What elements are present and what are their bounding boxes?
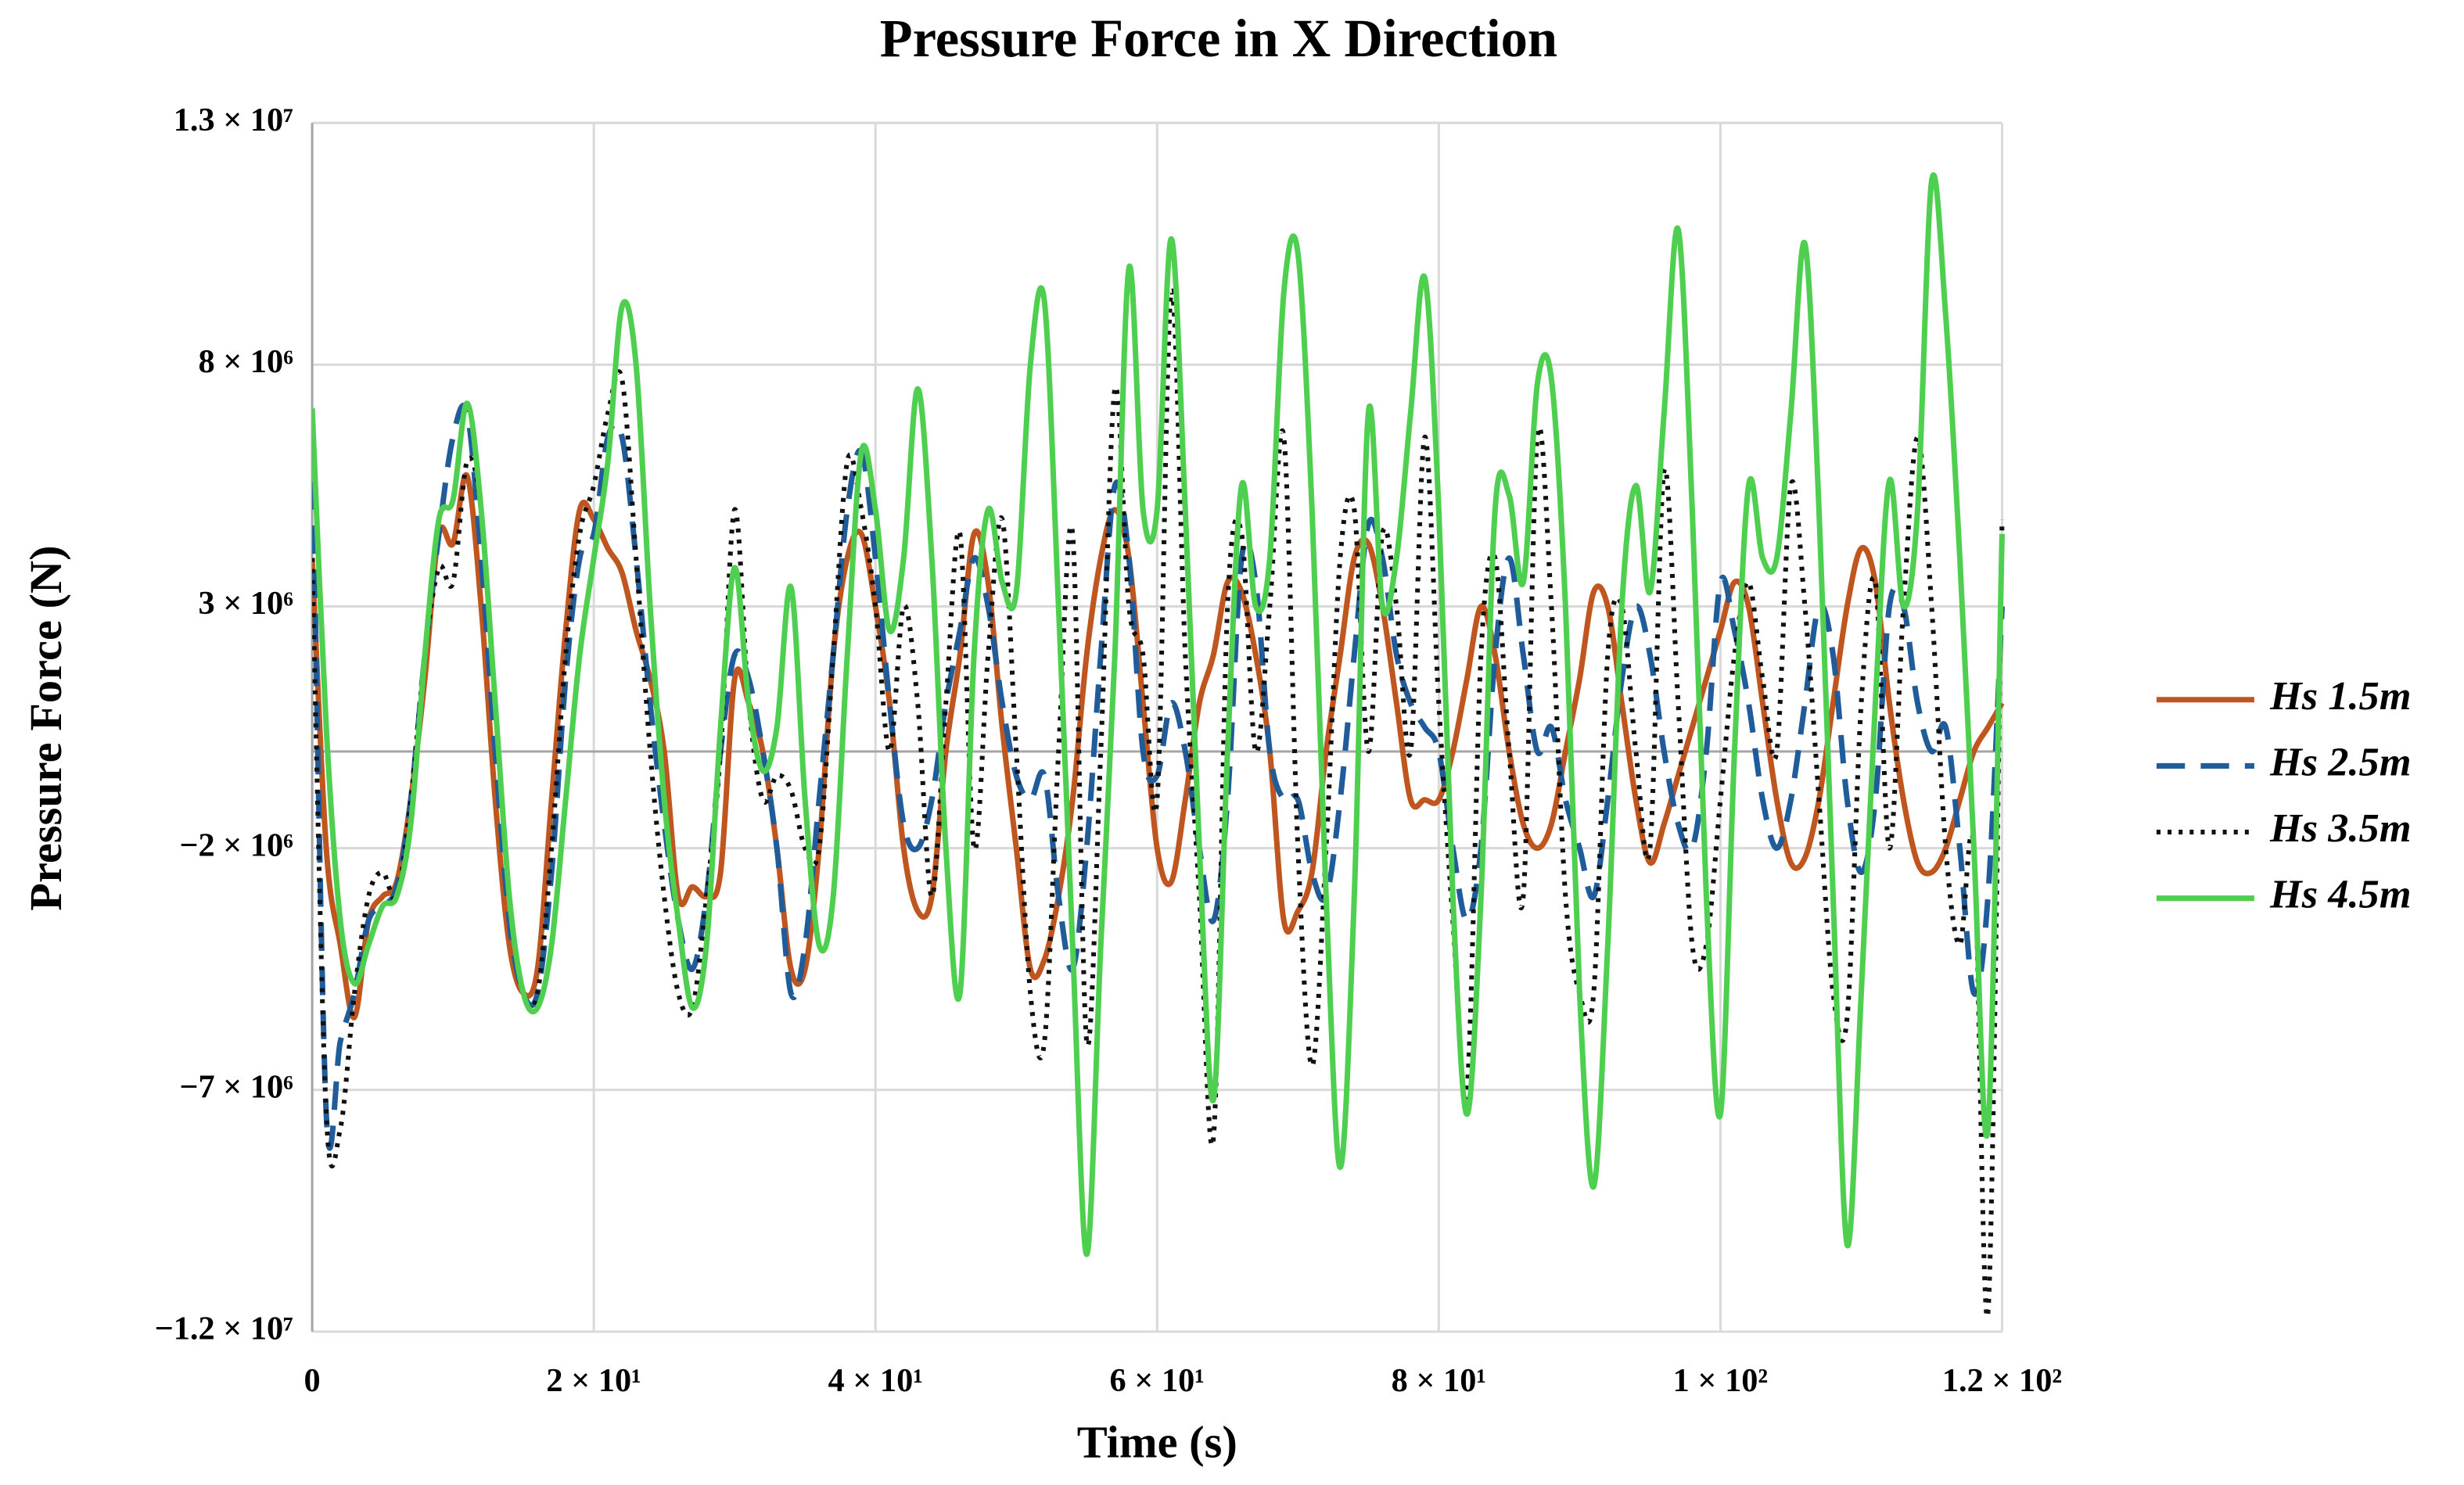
series-line <box>312 403 2005 1151</box>
y-tick-label: 8 × 10⁶ <box>198 343 293 380</box>
x-tick-label: 2 × 10¹ <box>546 1362 641 1399</box>
x-axis-label: Time (s) <box>1077 1416 1237 1467</box>
y-tick-label: 1.3 × 10⁷ <box>174 102 293 138</box>
y-axis-label: Pressure Force (N) <box>20 545 71 910</box>
chart-title: Pressure Force in X Direction <box>880 9 1557 68</box>
x-tick-label: 1.2 × 10² <box>1942 1362 2062 1399</box>
x-tick-label: 6 × 10¹ <box>1110 1362 1205 1399</box>
legend-label: Hs 4.5m <box>2269 872 2411 917</box>
y-tick-label: 3 × 10⁶ <box>198 585 293 622</box>
series-line <box>312 288 2005 1319</box>
x-tick-label: 4 × 10¹ <box>828 1362 922 1399</box>
legend-label: Hs 3.5m <box>2269 805 2411 851</box>
y-tick-label: −2 × 10⁶ <box>179 827 293 863</box>
legend-label: Hs 2.5m <box>2269 739 2411 784</box>
y-tick-label: −7 × 10⁶ <box>179 1068 293 1105</box>
x-tick-label: 0 <box>304 1362 321 1399</box>
series-line <box>312 172 2005 1257</box>
legend-label: Hs 1.5m <box>2269 673 2411 719</box>
y-tick-label: −1.2 × 10⁷ <box>155 1311 293 1347</box>
x-tick-label: 8 × 10¹ <box>1392 1362 1486 1399</box>
x-tick-label: 1 × 10² <box>1673 1362 1768 1399</box>
